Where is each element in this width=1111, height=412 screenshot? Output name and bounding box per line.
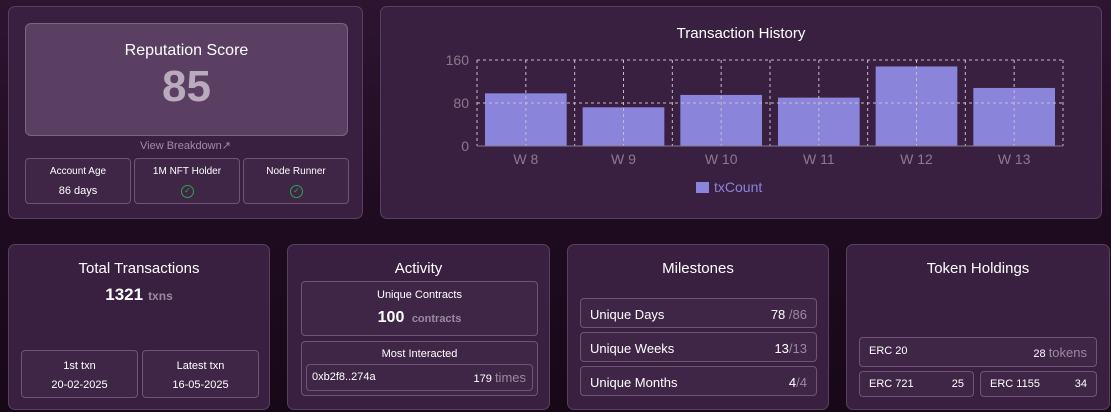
milestone-value-line: 78 /86 (771, 307, 807, 322)
erc20-row: ERC 20 28 tokens (859, 337, 1097, 367)
milestone-total: /86 (788, 307, 807, 322)
token-holdings-panel: Token Holdings ERC 20 28 tokens ERC 721 … (846, 244, 1110, 410)
unique-contracts-label: Unique Contracts (377, 289, 462, 301)
erc1155-value: 34 (1074, 378, 1087, 390)
badge-value: 86 days (58, 185, 98, 197)
reputation-score: 85 (162, 62, 211, 111)
latest-txn-date: 16-05-2025 (172, 379, 229, 391)
milestone-row: Unique Days 78 /86 (580, 298, 817, 328)
erc20-unit: tokens (1048, 345, 1087, 360)
reputation-score-card: Reputation Score 85 (25, 23, 348, 136)
x-tick-label: W 10 (705, 151, 738, 167)
panel-title: Milestones (662, 260, 734, 277)
reputation-title: Reputation Score (124, 42, 249, 59)
erc1155-row: ERC 1155 34 (980, 371, 1097, 397)
transaction-history-panel: 0 80 160 W 8 W 9 W 10 W 11 W 12 W 13 txCount Tran… (380, 6, 1102, 219)
view-breakdown-link[interactable]: View Breakdown↗ (9, 139, 362, 152)
erc20-label: ERC 20 (869, 345, 908, 357)
legend-label: txCount (714, 179, 762, 195)
arrow-up-right-icon: ↗ (221, 140, 231, 152)
x-tick-label: W 8 (513, 151, 538, 167)
chart-title: Transaction History (676, 25, 806, 42)
y-tick-label: 80 (453, 95, 469, 111)
unique-contracts-box: Unique Contracts 100 contracts (301, 281, 538, 336)
milestone-label: Unique Days (590, 307, 665, 322)
badge-account-age: Account Age 86 days (25, 158, 131, 204)
transaction-history-chart: 0 80 160 W 8 W 9 W 10 W 11 W 12 W 13 txCount (446, 52, 1064, 195)
erc721-label: ERC 721 (869, 378, 914, 390)
latest-txn-label: Latest txn (176, 360, 225, 372)
erc721-row: ERC 721 25 (859, 371, 974, 397)
milestone-row: Unique Months 4/4 (580, 366, 817, 396)
most-interacted-label: Most Interacted (381, 348, 458, 360)
most-interacted-box: Most Interacted 0xb2f8..274a 179 times (301, 341, 538, 396)
interaction-count: 179 (473, 373, 492, 385)
milestone-value-line: 4/4 (789, 375, 807, 390)
contract-address: 0xb2f8..274a (312, 371, 376, 383)
badge-nft-holder: 1M NFT Holder ✓ (134, 158, 240, 204)
milestone-value: 78 (770, 307, 786, 322)
unique-contracts-unit: contracts (411, 313, 462, 325)
milestone-value-line: 13/13 (774, 341, 807, 356)
erc1155-label: ERC 1155 (990, 378, 1040, 390)
x-tick-label: W 11 (803, 151, 835, 167)
first-txn-box: 1st txn 20-02-2025 (21, 350, 138, 398)
x-tick-label: W 12 (900, 151, 933, 167)
panel-title: Total Transactions (78, 260, 200, 277)
y-tick-label: 160 (446, 52, 470, 68)
milestone-label: Unique Weeks (590, 341, 675, 356)
badge-label: Node Runner (266, 166, 326, 177)
erc20-value: 28 (1033, 348, 1046, 360)
first-txn-label: 1st txn (63, 360, 96, 372)
total-transactions-panel: Total Transactions 1321 txns 1st txn 20-0… (8, 244, 270, 410)
erc721-value: 25 (951, 378, 964, 390)
check-circle-icon: ✓ (290, 185, 303, 198)
total-unit: txns (148, 289, 173, 303)
milestone-total: /4 (796, 375, 807, 390)
y-tick-label: 0 (461, 138, 469, 154)
activity-panel: Activity Unique Contracts 100 contracts … (287, 244, 550, 410)
total-count-line: 1321 txns (9, 285, 269, 305)
view-breakdown-label: View Breakdown (140, 140, 222, 152)
interaction-count-line: 179 times (474, 370, 526, 385)
panel-title: Token Holdings (926, 260, 1030, 277)
total-count: 1321 (105, 285, 144, 304)
unique-contracts-line: 100 contracts (302, 309, 537, 327)
legend-swatch (696, 182, 709, 193)
badge-label: Account Age (49, 166, 107, 177)
panel-title: Activity (394, 260, 443, 277)
milestone-value: 13 (774, 341, 789, 356)
erc20-value-line: 28 tokens (1033, 345, 1087, 360)
first-txn-date: 20-02-2025 (51, 379, 108, 391)
milestones-panel: Milestones Unique Days 78 /86 Unique Wee… (567, 244, 829, 410)
badge-node-runner: Node Runner ✓ (243, 158, 349, 204)
latest-txn-box: Latest txn 16-05-2025 (142, 350, 259, 398)
milestone-total: /13 (788, 341, 807, 356)
most-interacted-row[interactable]: 0xb2f8..274a 179 times (306, 364, 533, 391)
x-tick-label: W 9 (611, 151, 636, 167)
badge-label: 1M NFT Holder (152, 166, 222, 177)
x-tick-label: W 13 (998, 151, 1031, 167)
milestone-value: 4 (788, 375, 797, 390)
reputation-panel: Reputation Score 85 View Breakdown↗ Acco… (8, 6, 363, 219)
milestone-row: Unique Weeks 13/13 (580, 332, 817, 362)
milestone-label: Unique Months (590, 375, 678, 390)
unique-contracts-count: 100 (377, 309, 405, 326)
interaction-unit: times (494, 370, 526, 385)
check-circle-icon: ✓ (181, 185, 194, 198)
